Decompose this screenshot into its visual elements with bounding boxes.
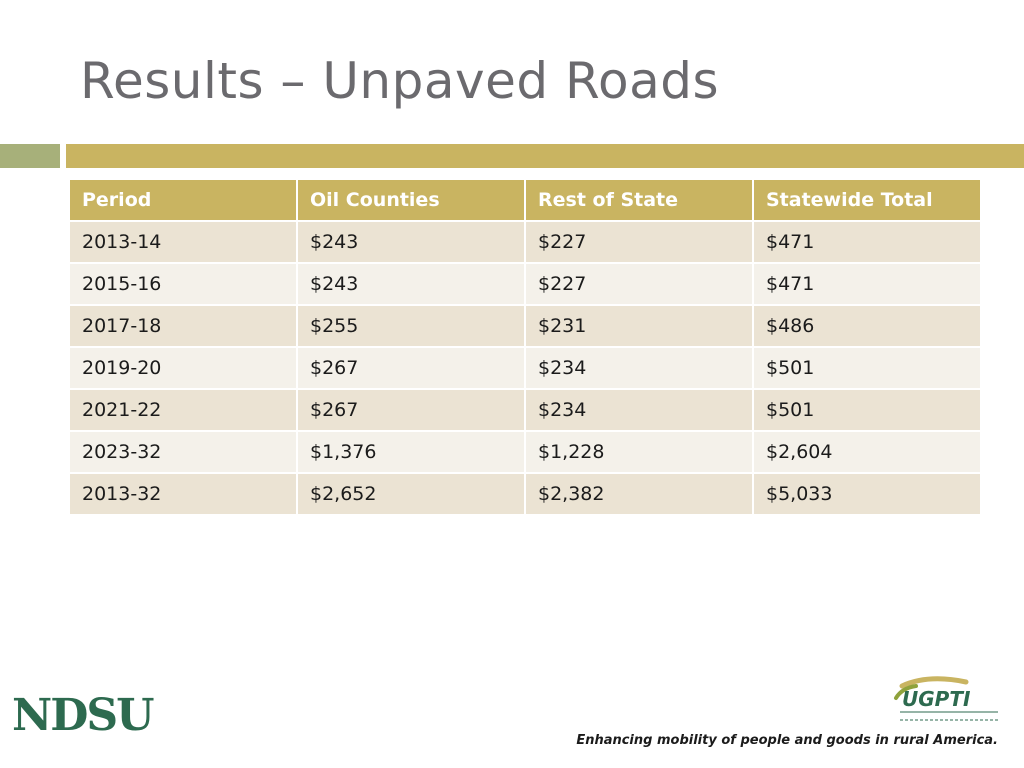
table-row: 2013-14 $243 $227 $471 bbox=[68, 220, 982, 264]
cell-statewide-total: $471 bbox=[752, 220, 982, 264]
accent-bar-gold bbox=[66, 144, 1024, 168]
table-row: 2013-32 $2,652 $2,382 $5,033 bbox=[68, 472, 982, 516]
table-row: 2021-22 $267 $234 $501 bbox=[68, 388, 982, 432]
cell-rest-of-state: $1,228 bbox=[524, 430, 754, 474]
table-header-row: Period Oil Counties Rest of State Statew… bbox=[68, 178, 982, 222]
cell-statewide-total: $2,604 bbox=[752, 430, 982, 474]
cell-period: 2019-20 bbox=[68, 346, 298, 390]
cell-statewide-total: $5,033 bbox=[752, 472, 982, 516]
footer-tagline: Enhancing mobility of people and goods i… bbox=[576, 733, 998, 748]
cell-rest-of-state: $231 bbox=[524, 304, 754, 348]
table-row: 2015-16 $243 $227 $471 bbox=[68, 262, 982, 306]
header-statewide-total: Statewide Total bbox=[752, 178, 982, 222]
cell-period: 2021-22 bbox=[68, 388, 298, 432]
cell-period: 2015-16 bbox=[68, 262, 298, 306]
table-row: 2017-18 $255 $231 $486 bbox=[68, 304, 982, 348]
cell-statewide-total: $501 bbox=[752, 388, 982, 432]
cell-period: 2013-14 bbox=[68, 220, 298, 264]
ndsu-logo: NDSU bbox=[12, 690, 155, 741]
accent-bar-green bbox=[0, 144, 60, 168]
cell-period: 2023-32 bbox=[68, 430, 298, 474]
results-table: Period Oil Counties Rest of State Statew… bbox=[68, 178, 982, 516]
header-rest-of-state: Rest of State bbox=[524, 178, 754, 222]
header-period: Period bbox=[68, 178, 298, 222]
slide-title: Results – Unpaved Roads bbox=[80, 52, 719, 110]
cell-statewide-total: $501 bbox=[752, 346, 982, 390]
table-row: 2023-32 $1,376 $1,228 $2,604 bbox=[68, 430, 982, 474]
cell-period: 2017-18 bbox=[68, 304, 298, 348]
cell-oil-counties: $267 bbox=[296, 388, 526, 432]
cell-rest-of-state: $2,382 bbox=[524, 472, 754, 516]
table-row: 2019-20 $267 $234 $501 bbox=[68, 346, 982, 390]
cell-oil-counties: $1,376 bbox=[296, 430, 526, 474]
cell-period: 2013-32 bbox=[68, 472, 298, 516]
cell-statewide-total: $486 bbox=[752, 304, 982, 348]
cell-oil-counties: $243 bbox=[296, 262, 526, 306]
cell-oil-counties: $267 bbox=[296, 346, 526, 390]
ugpti-wordmark: UGPTI bbox=[902, 687, 971, 711]
cell-rest-of-state: $227 bbox=[524, 262, 754, 306]
ugpti-logo: UGPTI bbox=[894, 676, 998, 721]
cell-rest-of-state: $234 bbox=[524, 388, 754, 432]
header-oil-counties: Oil Counties bbox=[296, 178, 526, 222]
cell-rest-of-state: $227 bbox=[524, 220, 754, 264]
cell-rest-of-state: $234 bbox=[524, 346, 754, 390]
cell-oil-counties: $243 bbox=[296, 220, 526, 264]
cell-oil-counties: $255 bbox=[296, 304, 526, 348]
cell-oil-counties: $2,652 bbox=[296, 472, 526, 516]
cell-statewide-total: $471 bbox=[752, 262, 982, 306]
